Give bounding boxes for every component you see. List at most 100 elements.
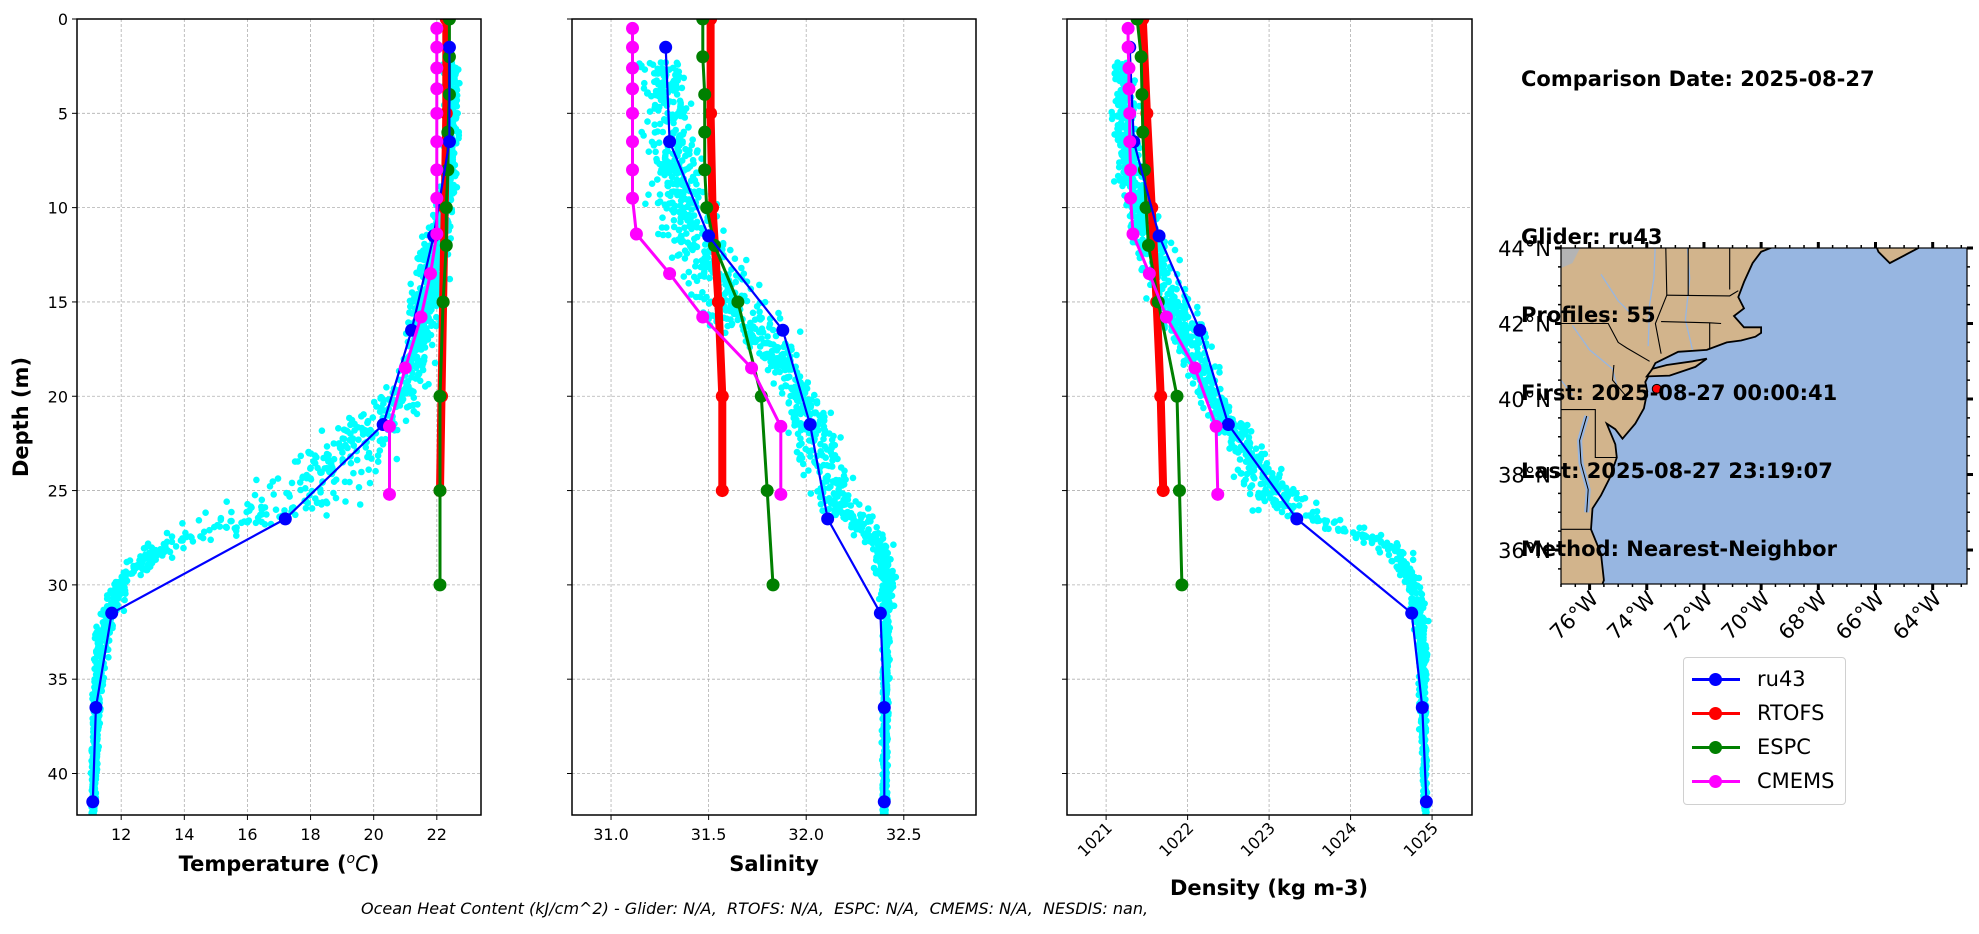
glider-scatter-point <box>861 530 869 538</box>
glider-scatter-point <box>656 191 664 198</box>
chesapeake-coast <box>1579 415 1589 513</box>
glider-scatter-point <box>358 413 365 420</box>
glider-scatter-point <box>668 254 676 261</box>
series-point-cmems <box>626 40 640 54</box>
glider-scatter-point <box>1396 571 1404 579</box>
glider-scatter-point <box>822 454 829 462</box>
glider-scatter-point <box>683 230 690 237</box>
glider-scatter-point <box>1200 404 1207 412</box>
glider-scatter-point <box>673 188 681 195</box>
glider-scatter-point <box>336 444 344 452</box>
legend-line-icon <box>1692 706 1740 720</box>
series-point-rtofs <box>704 106 718 120</box>
glider-scatter-point <box>415 358 422 365</box>
glider-scatter-point <box>410 296 417 304</box>
glider-scatter-point <box>883 679 890 687</box>
x-tick-label: 32.5 <box>886 825 922 844</box>
glider-scatter-point <box>783 374 791 381</box>
series-point-ru43 <box>1415 700 1429 714</box>
series-point-cmems <box>1159 310 1173 324</box>
series-line-ru43 <box>1128 47 1428 802</box>
glider-scatter-point <box>689 136 696 143</box>
glider-scatter-point <box>720 227 727 234</box>
glider-scatter-point <box>1249 507 1256 514</box>
glider-scatter-point <box>398 397 406 405</box>
glider-scatter-point <box>657 96 665 104</box>
glider-scatter-point <box>1171 246 1179 254</box>
glider-scatter-point <box>703 293 710 301</box>
glider-scatter-point <box>813 398 820 406</box>
glider-scatter-point <box>827 409 835 417</box>
glider-scatter-point <box>886 583 893 590</box>
series-point-espc <box>1172 484 1186 498</box>
glider-scatter-point <box>731 255 739 262</box>
glider-scatter-point <box>879 531 886 538</box>
glider-scatter-point <box>1404 579 1411 586</box>
glider-scatter-point <box>199 534 207 542</box>
y-tick-label: 20 <box>48 387 68 406</box>
glider-scatter-point <box>785 399 793 406</box>
glider-scatter-point <box>865 513 873 521</box>
glider-scatter-point <box>1113 69 1120 77</box>
glider-scatter-point <box>432 322 440 330</box>
glider-scatter-point <box>1203 367 1210 375</box>
glider-scatter-point <box>206 526 213 534</box>
glider-scatter-point <box>1396 548 1403 556</box>
glider-scatter-point <box>747 322 754 329</box>
glider-scatter-point <box>823 462 831 469</box>
last-time: Last: 2025-08-27 23:19:07 <box>1521 459 1833 483</box>
glider-scatter-point <box>655 230 662 238</box>
glider-scatter-point <box>425 380 432 388</box>
series-point-ru43 <box>821 512 835 526</box>
series-point-ru43 <box>105 606 119 620</box>
glider-scatter-point <box>137 555 145 563</box>
glider-scatter-point <box>802 445 809 453</box>
glider-scatter-point <box>1321 517 1328 524</box>
plot-area <box>1108 19 1433 815</box>
glider-scatter-point <box>796 328 804 336</box>
glider-scatter-point <box>109 594 117 602</box>
glider-scatter-point <box>351 427 358 434</box>
depth-axis-title: Depth (m) <box>9 357 33 477</box>
glider-scatter-point <box>1216 369 1223 376</box>
glider-scatter-point <box>794 430 802 438</box>
y-tick-label: 40 <box>48 765 68 784</box>
glider-scatter-point <box>270 491 278 498</box>
x-tick-label: 31.0 <box>593 825 629 844</box>
series-point-ru43 <box>803 418 817 432</box>
lon-tick-label: 72°W <box>1660 586 1718 644</box>
glider-scatter-point <box>816 417 824 425</box>
series-point-cmems <box>430 82 444 96</box>
glider-scatter-point <box>670 119 677 127</box>
series-point-ru43 <box>776 323 790 337</box>
state-border <box>1654 248 1668 354</box>
glider-scatter-point <box>1226 445 1233 452</box>
glider-scatter-point <box>172 543 180 550</box>
glider-scatter-point <box>142 544 150 551</box>
glider-scatter-point <box>244 500 251 508</box>
glider-scatter-point <box>1252 445 1260 453</box>
series-point-espc <box>766 578 780 592</box>
glider-scatter-point <box>767 358 774 366</box>
glider-scatter-point <box>693 258 700 265</box>
glider-scatter-point <box>1360 539 1367 546</box>
glider-scatter-point <box>1293 489 1300 497</box>
glider-scatter-point <box>1197 399 1205 407</box>
series-point-espc <box>698 87 712 101</box>
glider-scatter-point <box>202 509 209 516</box>
glider-scatter-point <box>674 252 682 259</box>
glider-scatter-point <box>691 177 699 184</box>
y-tick-label: 25 <box>48 482 68 501</box>
glider-scatter-point <box>821 443 829 450</box>
glider-scatter-point <box>233 524 240 531</box>
series-point-espc <box>1141 238 1155 252</box>
y-tick-label: 30 <box>48 576 68 595</box>
glider-scatter-point <box>274 475 282 482</box>
glider-scatter-point <box>807 453 814 460</box>
lon-tick-label: 64°W <box>1888 586 1946 644</box>
glider-scatter-point <box>671 237 678 244</box>
glider-scatter-point <box>1418 596 1426 603</box>
series-point-espc <box>760 484 774 498</box>
glider-scatter-point <box>195 517 203 524</box>
glider-scatter-point <box>842 515 849 523</box>
